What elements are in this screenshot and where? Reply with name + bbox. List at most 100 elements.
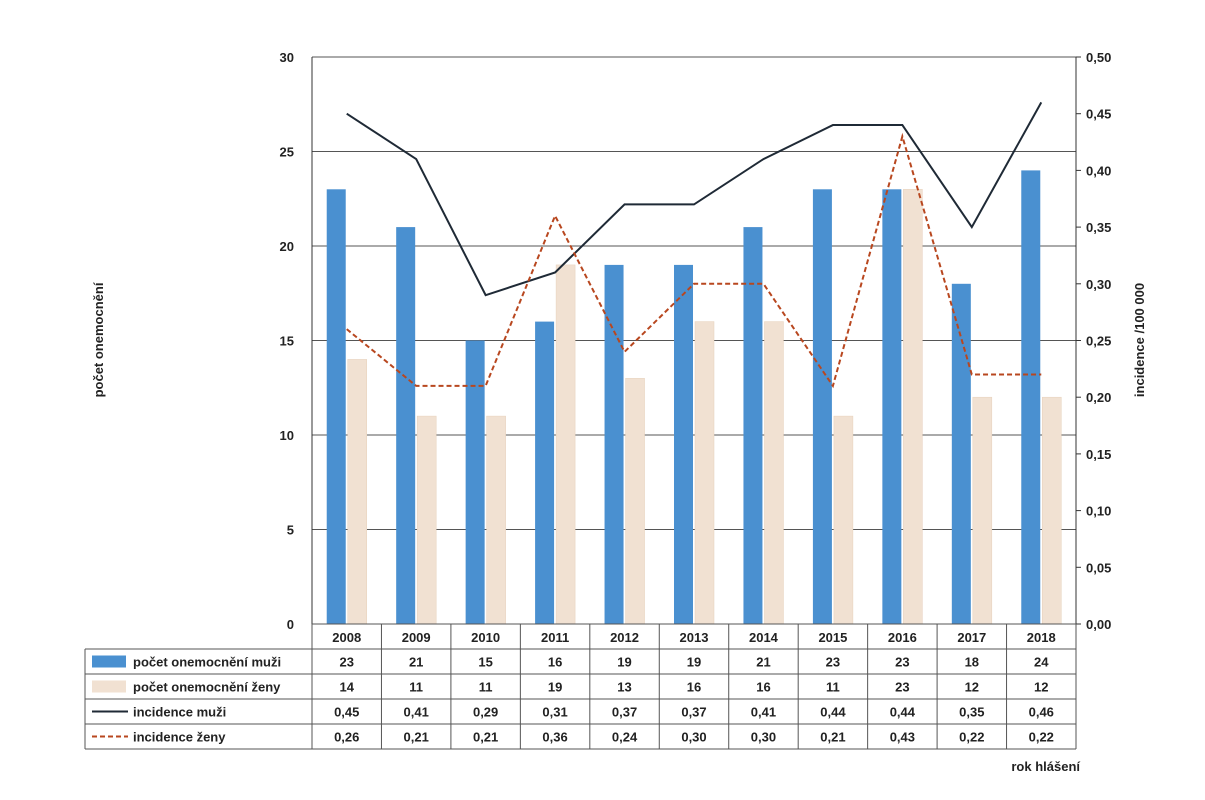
table-cell: 0,37 [681,705,706,720]
table-cell: 0,36 [542,730,567,745]
category-label: 2016 [888,630,917,645]
y2-tick-label: 0,35 [1086,220,1111,235]
table-cell: 0,46 [1029,705,1054,720]
table-cell: 0,29 [473,705,498,720]
category-label: 2015 [818,630,847,645]
table-cell: 0,26 [334,730,359,745]
x-axis-title: rok hlášení [1011,759,1080,774]
bar-muzi [326,189,346,625]
table-cell: 16 [687,680,701,695]
table-cell: 23 [339,655,353,670]
table-cell: 0,41 [751,705,776,720]
legend-key-bar-zeny [92,680,126,693]
table-cell: 23 [895,655,909,670]
bar-muzi [674,264,693,624]
table-cell: 0,44 [890,705,916,720]
table-cell: 0,37 [612,705,637,720]
bar-zeny [833,415,854,625]
bar-muzi [604,264,624,624]
y2-tick-label: 0,10 [1086,504,1111,519]
legend-key-bar-muzi [92,655,126,668]
y-tick-label: 15 [280,334,294,349]
y-tick-label: 10 [280,428,294,443]
y2-tick-label: 0,50 [1086,50,1111,65]
category-label: 2018 [1027,630,1056,645]
table-cell: 19 [687,655,701,670]
table-cell: 0,22 [959,730,984,745]
category-label: 2014 [749,630,779,645]
y2-tick-label: 0,25 [1086,334,1111,349]
gridlines [312,56,1076,530]
y-tick-label: 25 [280,145,294,160]
table-cell: 16 [756,680,770,695]
y2-tick-label: 0,30 [1086,277,1111,292]
table-cell: 0,21 [473,730,498,745]
table-cell: 21 [756,655,770,670]
series-name: incidence ženy [133,730,226,745]
y-tick-label: 30 [280,50,294,65]
table-cell: 14 [339,680,354,695]
bar-zeny [903,189,923,625]
y-axis-title: počet onemocnění [91,282,106,397]
table-cell: 16 [548,655,562,670]
bar-zeny [555,264,576,625]
y-tick-label: 5 [287,523,294,538]
y-tick-label: 0 [287,617,294,632]
bar-muzi [882,189,902,625]
bar-series [326,170,1062,625]
line-incidence-muzi [346,101,1043,297]
table-cell: 23 [826,655,840,670]
table-cell: 0,45 [334,705,359,720]
bar-zeny [625,378,645,625]
table-cell: 21 [409,655,423,670]
category-label: 2011 [541,630,569,645]
series-name: incidence muži [133,705,226,720]
bar-zeny [486,415,506,625]
bar-zeny [416,415,437,625]
table-cell: 0,43 [890,730,915,745]
category-label: 2017 [957,630,986,645]
category-label: 2012 [610,630,639,645]
bar-muzi [535,321,555,624]
y2-tick-label: 0,15 [1086,447,1111,462]
bar-muzi [812,189,832,625]
table-cell: 24 [1034,655,1049,670]
bar-muzi [1021,170,1041,624]
table-cell: 0,30 [751,730,776,745]
bar-zeny [972,396,993,625]
table-cell: 0,22 [1029,730,1054,745]
category-label: 2008 [332,630,361,645]
bar-muzi [743,227,763,624]
table-cell: 11 [479,680,493,695]
series-name: počet onemocnění ženy [133,680,281,695]
bar-zeny [1042,396,1062,625]
category-label: 2009 [402,630,431,645]
table-cell: 0,31 [542,705,567,720]
bar-muzi [951,283,971,624]
bar-muzi [396,227,416,624]
y2-axis-title: incidence /100 000 [1132,283,1147,397]
y2-tick-label: 0,20 [1086,390,1111,405]
line-incidence-zeny [346,132,1042,389]
y2-tick-label: 0,05 [1086,560,1111,575]
table-cell: 12 [965,680,979,695]
table-cell: 15 [478,655,492,670]
bar-muzi [465,340,485,624]
table-cell: 18 [965,655,979,670]
bar-zeny [764,321,784,625]
axes: 0 5 10 15 20 25 30 0,00 0,05 0,10 0,15 0,20 0,25 0,30… [280,50,1112,632]
bar-zeny [694,321,715,625]
y2-tick-label: 0,40 [1086,163,1111,178]
y2-tick-label: 0,00 [1086,617,1111,632]
category-label: 2010 [471,630,500,645]
table-cell: 11 [409,680,423,695]
table-cell: 0,41 [404,705,429,720]
table-cell: 0,24 [612,730,638,745]
table-cell: 23 [895,680,909,695]
table-cell: 19 [617,655,631,670]
y2-tick-label: 0,45 [1086,107,1111,122]
series-name: počet onemocnění muži [133,655,281,670]
data-table: 2008 2009 2010 2011 2012 2013 2014 2015 2016 2017… [84,623,1077,750]
table-cell: 0,21 [404,730,429,745]
